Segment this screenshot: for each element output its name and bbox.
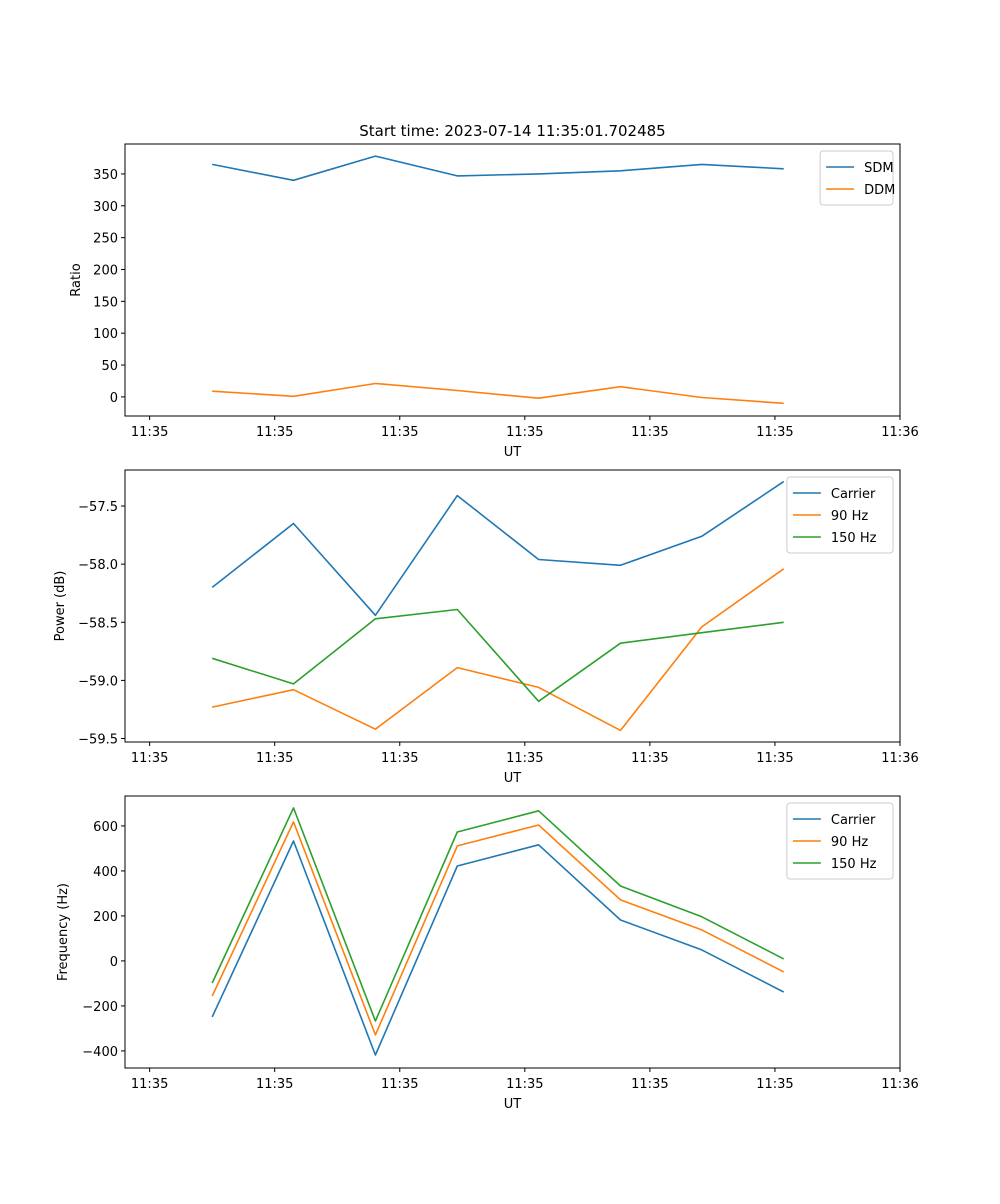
y-tick-label: 300 <box>93 200 118 215</box>
y-tick-label: 200 <box>93 910 118 925</box>
legend: SDM DDM <box>819 150 895 206</box>
legend-label: 150 Hz <box>831 531 877 546</box>
series-line-90-hz <box>212 568 785 732</box>
x-tick-label: 11:35 <box>631 751 668 766</box>
legend: Carrier 90 Hz 150 Hz <box>786 802 894 880</box>
x-axis-label: UT <box>504 1097 522 1112</box>
y-tick-label: 600 <box>93 820 118 835</box>
subplot-2: 11:35 11:35 11:35 11:35 11:35 11:35 11:36 UT −57… <box>53 469 919 786</box>
x-tick-label: 11:35 <box>381 425 418 440</box>
x-tick-label: 11:36 <box>881 751 918 766</box>
x-tick-label: 11:35 <box>256 425 293 440</box>
y-axis-label: Power (dB) <box>53 571 68 642</box>
series-line-150-hz <box>211 608 784 703</box>
x-tick-label: 11:35 <box>756 425 793 440</box>
x-axis-label: UT <box>504 771 522 786</box>
x-tick-label: 11:35 <box>131 425 168 440</box>
y-tick-label: 250 <box>93 232 118 247</box>
x-tick-label: 11:35 <box>631 1077 668 1092</box>
x-tick-label: 11:35 <box>131 1077 168 1092</box>
y-tick-label: 150 <box>93 295 118 310</box>
x-tick-label: 11:35 <box>256 1077 293 1092</box>
y-tick-label: 0 <box>110 955 118 970</box>
x-tick-label: 11:35 <box>631 425 668 440</box>
legend-label: Carrier <box>831 813 876 828</box>
y-axis-label: Frequency (Hz) <box>56 883 71 981</box>
y-axis-label: Ratio <box>69 263 84 296</box>
y-tick-label: 0 <box>110 391 118 406</box>
x-tick-label: 11:35 <box>756 1077 793 1092</box>
series-line-ddm <box>212 382 784 405</box>
y-tick-label: 350 <box>93 168 118 183</box>
legend-label: 150 Hz <box>831 857 877 872</box>
subplot-3: 11:35 11:35 11:35 11:35 11:35 11:35 11:36 UT 600… <box>56 795 919 1112</box>
legend-box <box>786 476 894 554</box>
series-line-carrier <box>211 840 785 1056</box>
series-line-carrier <box>211 480 785 617</box>
series-line-150-hz <box>211 807 785 1022</box>
x-axis-label: UT <box>504 445 522 460</box>
x-tick-label: 11:35 <box>131 751 168 766</box>
legend: Carrier 90 Hz 150 Hz <box>786 476 894 554</box>
x-tick-label: 11:36 <box>881 425 918 440</box>
legend-label: DDM <box>864 183 895 198</box>
y-tick-label: −57.5 <box>78 500 118 515</box>
legend-label: 90 Hz <box>831 509 868 524</box>
x-tick-label: 11:35 <box>506 425 543 440</box>
x-tick-label: 11:35 <box>756 751 793 766</box>
subplot-1: Start time: 2023-07-14 11:35:01.702485 11… <box>69 122 919 460</box>
x-tick-label: 11:35 <box>381 751 418 766</box>
x-tick-label: 11:35 <box>256 751 293 766</box>
y-tick-label: 50 <box>101 359 118 374</box>
legend-label: 90 Hz <box>831 835 868 850</box>
y-tick-label: −59.5 <box>78 733 118 748</box>
legend-box <box>819 150 894 206</box>
x-tick-label: 11:36 <box>881 1077 918 1092</box>
y-tick-label: 100 <box>93 327 118 342</box>
legend-label: SDM <box>864 161 893 176</box>
chart-title: Start time: 2023-07-14 11:35:01.702485 <box>359 122 665 140</box>
y-tick-label: −58.5 <box>78 616 118 631</box>
legend-box <box>786 802 894 880</box>
y-tick-label: 400 <box>93 865 118 880</box>
x-tick-label: 11:35 <box>506 751 543 766</box>
y-tick-label: 200 <box>93 263 118 278</box>
x-tick-label: 11:35 <box>506 1077 543 1092</box>
y-tick-label: −400 <box>82 1045 118 1060</box>
y-tick-label: −59.0 <box>78 674 118 689</box>
x-tick-label: 11:35 <box>381 1077 418 1092</box>
y-tick-label: −58.0 <box>78 558 118 573</box>
series-line-90-hz <box>211 821 785 1036</box>
axes-frame <box>124 143 901 417</box>
axes-frame <box>124 795 901 1069</box>
series-line-sdm <box>212 155 784 182</box>
axes-frame <box>124 469 901 743</box>
legend-label: Carrier <box>831 487 876 502</box>
y-tick-label: −200 <box>82 1000 118 1015</box>
